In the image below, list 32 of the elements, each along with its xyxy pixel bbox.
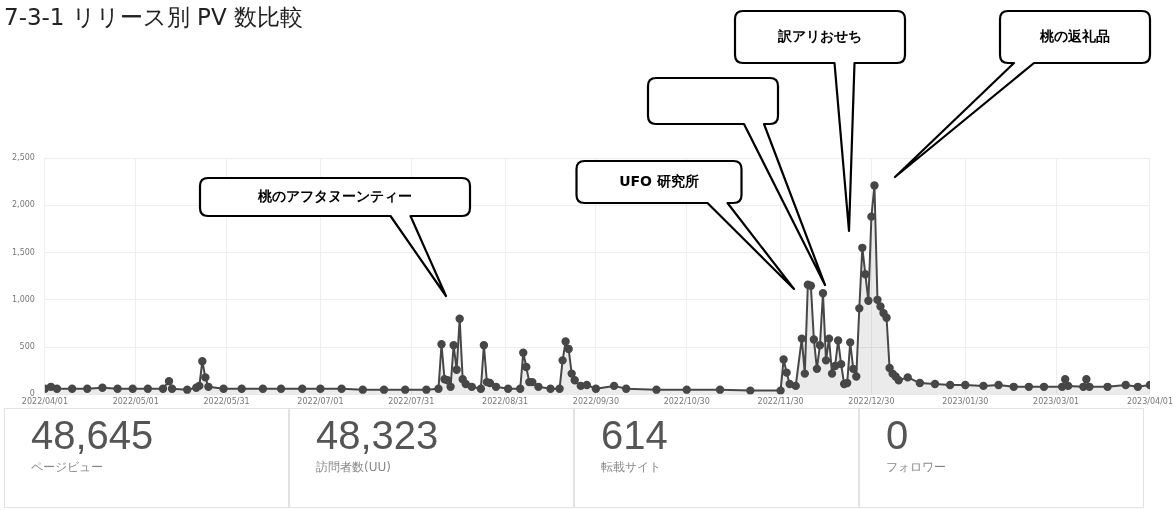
- x-tick-label: 2022/05/31: [203, 397, 250, 407]
- x-tick-label: 2023/04/01: [1126, 397, 1173, 407]
- text: 訳アリおせち: [778, 28, 862, 46]
- text: 48,645: [31, 413, 155, 457]
- text: 0: [886, 413, 910, 457]
- text: 48,323: [316, 413, 440, 457]
- x-tick-label: 2023/03/01: [1033, 397, 1080, 407]
- chart-title: 7-3-1 リリース別 PV 数比較: [4, 3, 304, 32]
- x-tick-label: 2022/04/01: [21, 397, 68, 407]
- x-tick-label: 2022/11/30: [757, 397, 804, 407]
- x-tick-label: 2022/07/31: [388, 397, 435, 407]
- y-tick-label: 2,000: [12, 200, 35, 210]
- x-tick-label: 2022/12/30: [848, 397, 895, 407]
- y-tick-label: 1,000: [12, 294, 35, 304]
- annotation: UFO 研究所: [619, 173, 699, 191]
- y-tick-label: 0: [29, 389, 35, 399]
- x-tick-label: 2022/07/01: [297, 397, 344, 407]
- text: 614: [601, 413, 669, 457]
- y-tick-label: 2,500: [12, 153, 35, 163]
- x-tick-label: 2022/08/31: [482, 397, 529, 407]
- y-tick-label: 1,500: [12, 247, 35, 257]
- x-tick-label: 2023/01/30: [942, 397, 989, 407]
- x-tick-label: 2022/05/01: [112, 397, 159, 407]
- text: 訪問者数(UU): [316, 459, 392, 476]
- x-tick-label: 2022/09/30: [572, 397, 619, 407]
- x-tick-label: 2022/10/30: [663, 397, 710, 407]
- text: ページビュー: [31, 459, 104, 476]
- y-tick-label: 500: [19, 342, 35, 352]
- text: 桃の返礼品: [1040, 28, 1110, 46]
- annotation: 桃のアフタヌーンティー: [258, 188, 412, 206]
- text: フォロワー: [886, 459, 947, 476]
- text: 転載サイト: [601, 459, 662, 476]
